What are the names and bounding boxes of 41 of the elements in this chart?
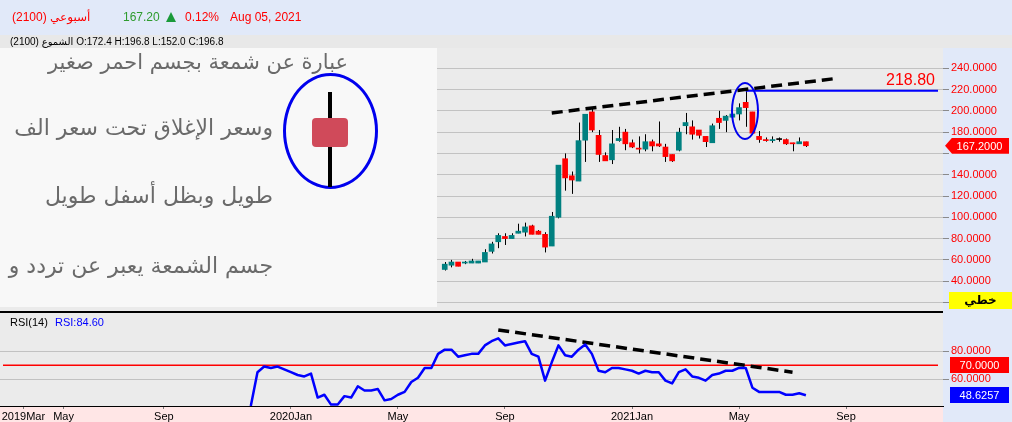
y-tick-label: 180.0000 (951, 125, 997, 138)
x-tick-label: Sep (154, 409, 174, 422)
candlestick (682, 112, 689, 135)
annotation: جسم الشمعة يعبر عن تردد و (8, 252, 273, 281)
y-tick-label: 140.0000 (951, 167, 997, 180)
y-tick-label: 80.0000 (951, 344, 991, 357)
y-tick-label: 220.0000 (951, 82, 997, 95)
text: Aug 05, 2021 (230, 10, 302, 24)
button: خطي (949, 292, 1012, 309)
text: 0.12% (185, 10, 220, 24)
y-tick-label: 100.0000 (951, 210, 997, 223)
axis-tag: 70.0000 (950, 357, 1009, 374)
annotation: طويل وبظل أسفل طويل (44, 182, 273, 210)
chart-subtitle: الشموع (2100) O:172.4 H:196.8 L:152.0 C:196.8 (10, 35, 224, 48)
y-tick-label: 240.0000 (951, 61, 997, 74)
text: 167.20 (123, 10, 160, 24)
x-tick-label: Sep (836, 409, 856, 422)
ref-line-label: 218.80 (886, 70, 936, 88)
candlestick (716, 110, 722, 130)
chart-title: (2100) أسبوعي (12, 10, 91, 24)
x-tick-label: 2019Mar (1, 409, 46, 422)
candlestick (709, 123, 716, 144)
x-tick-label: May (728, 409, 750, 422)
y-tick-label: 200.0000 (951, 103, 997, 116)
annotation: وسعر الإغلاق تحت سعر الف (14, 114, 273, 142)
chart-subtitle: RSI:84.60 (55, 316, 104, 329)
annotation: عبارة عن شمعة بجسم احمر صغير (48, 49, 348, 76)
chart-title: RSI(14) (10, 316, 48, 329)
y-tick-label: 60.0000 (951, 252, 991, 265)
y-tick-label: 40.0000 (951, 274, 991, 287)
x-tick-label: May (53, 409, 75, 422)
y-tick-label: 120.0000 (951, 189, 997, 202)
axis-tag: 167.2000 (945, 137, 1009, 154)
x-tick-label: 2020Jan (269, 409, 313, 422)
y-tick-label: 60.0000 (951, 372, 991, 385)
x-tick-label: 2021Jan (610, 409, 654, 422)
axis-tag: 48.6257 (950, 387, 1009, 404)
x-tick-label: May (387, 409, 409, 422)
candlestick (609, 129, 615, 165)
y-tick-label: 80.0000 (951, 231, 991, 244)
x-tick-label: Sep (495, 409, 515, 422)
